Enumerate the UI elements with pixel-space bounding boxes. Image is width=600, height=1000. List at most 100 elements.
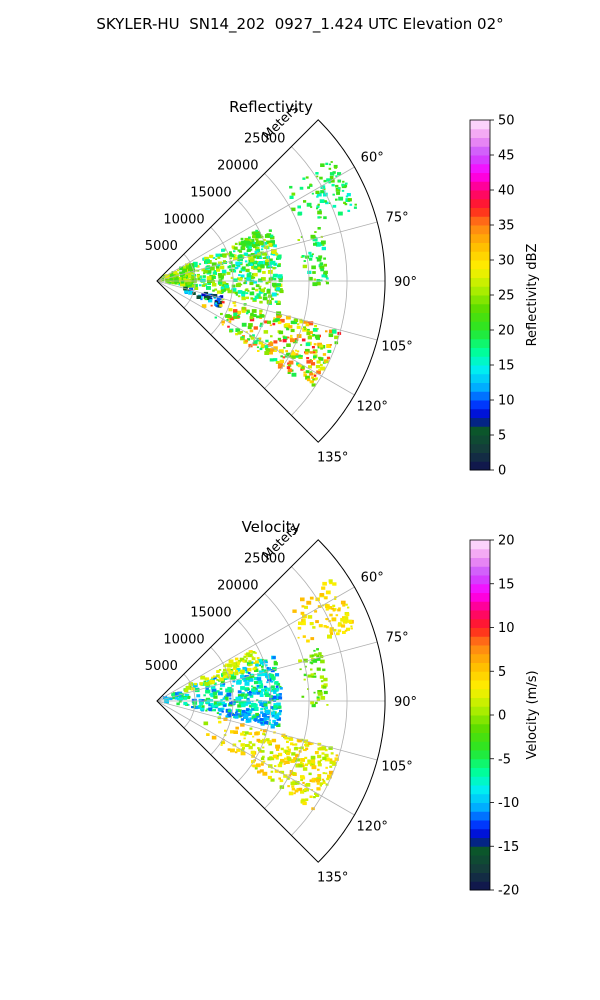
echo-gate (240, 732, 244, 736)
echo-gate (217, 281, 223, 285)
echo-gate (222, 281, 226, 285)
echo-gate (254, 660, 259, 664)
echo-gate (271, 699, 274, 702)
echo-gate (283, 763, 286, 765)
echo-gate (247, 664, 251, 667)
echo-gate (332, 609, 336, 612)
echo-gate (248, 272, 252, 275)
echo-gate (347, 209, 351, 212)
echo-gate (229, 257, 233, 260)
echo-gate (296, 362, 300, 365)
echo-gate (263, 691, 269, 696)
colorbar-swatch (470, 120, 490, 130)
colorbar-swatch (470, 662, 490, 672)
echo-gate (280, 758, 285, 763)
echo-gate (333, 628, 337, 632)
echo-gate (187, 704, 190, 706)
echo-gate (304, 763, 308, 767)
sector-outline (156, 119, 386, 443)
echo-gate (244, 289, 248, 292)
echo-gate (345, 195, 349, 198)
echo-gate (310, 701, 315, 705)
echo-gate (264, 693, 270, 697)
echo-gate (278, 693, 282, 696)
echo-gate (213, 695, 218, 699)
echo-gate (312, 328, 318, 332)
echo-gate (338, 196, 344, 201)
echo-gate (251, 700, 254, 703)
echo-gate (269, 751, 274, 754)
echo-gate (212, 289, 215, 292)
echo-gate (307, 186, 311, 189)
echo-gate (211, 688, 217, 693)
echo-gate (277, 321, 282, 325)
echo-gate (325, 604, 330, 609)
echo-gate (228, 708, 231, 711)
echo-gate (335, 614, 339, 617)
echo-gate (175, 277, 178, 279)
echo-gate (169, 278, 174, 282)
echo-gate (286, 752, 290, 756)
echo-gate (226, 271, 231, 275)
echo-gate (257, 266, 261, 270)
echo-gate (257, 256, 261, 259)
echo-gate (248, 732, 253, 735)
echo-gate (205, 294, 208, 297)
colorbar-swatch (470, 128, 490, 138)
echo-gate (216, 670, 220, 673)
echo-gate (260, 264, 265, 268)
colorbar-swatch (470, 268, 490, 278)
echo-gate (177, 277, 181, 280)
echo-gate (270, 260, 276, 265)
echo-gate (263, 703, 268, 707)
echo-gate (319, 782, 324, 785)
echo-gate (182, 267, 187, 272)
echo-gate (319, 675, 324, 679)
echo-gate (218, 720, 222, 724)
echo-gate (267, 710, 271, 714)
echo-gate (227, 663, 232, 668)
echo-gate (329, 627, 334, 631)
echo-gate (290, 781, 295, 786)
echo-gate (255, 242, 260, 247)
echo-gate (350, 625, 353, 628)
echo-gate (196, 275, 200, 278)
echo-gate (221, 320, 225, 324)
echo-gate (239, 262, 243, 265)
colorbar-swatch (470, 671, 490, 681)
echo-gate (311, 777, 314, 780)
echo-gate (273, 698, 277, 701)
echo-gate (224, 284, 230, 289)
echo-gate (297, 212, 302, 216)
echo-gate (265, 673, 270, 678)
echo-gate (206, 679, 210, 683)
echo-gate (227, 265, 231, 269)
echo-gate (325, 625, 329, 629)
echo-gate (225, 688, 230, 693)
echo-gate (279, 359, 284, 364)
echo-gate (320, 347, 323, 350)
echo-gate (211, 275, 216, 279)
echo-gate (248, 745, 253, 750)
angle-tick-label: 105° (381, 339, 412, 354)
echo-gate (268, 350, 273, 355)
echo-gate (296, 325, 301, 329)
echo-gate (317, 691, 323, 696)
echo-gate (235, 726, 239, 730)
echo-gate (320, 366, 326, 371)
echo-gate (201, 304, 207, 308)
echo-gate (237, 255, 243, 259)
echo-gate (274, 769, 279, 773)
echo-gate (271, 738, 277, 743)
echo-gate (295, 353, 299, 356)
echo-gate (330, 752, 334, 755)
colorbar-swatch (470, 190, 490, 200)
echo-gate (220, 277, 224, 280)
echo-gate (325, 361, 329, 364)
echo-gate (323, 200, 327, 203)
echo-gate (219, 295, 224, 298)
echo-gate (211, 262, 217, 267)
echo-gate (213, 270, 217, 273)
echo-gate (270, 706, 274, 709)
